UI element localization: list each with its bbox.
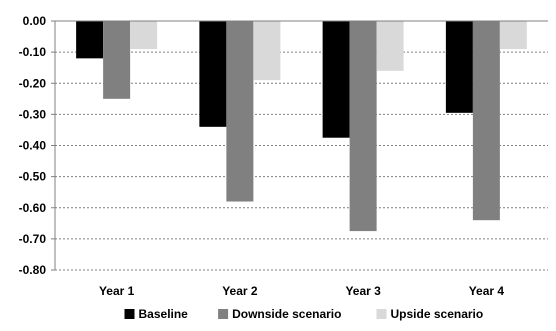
x-category-label: Year 3 xyxy=(345,284,381,298)
y-tick-label: -0.50 xyxy=(19,170,47,184)
x-category-label: Year 1 xyxy=(99,284,135,298)
legend-swatch xyxy=(376,309,387,319)
bar-downside-scenario xyxy=(103,21,131,99)
bar-baseline xyxy=(199,21,227,127)
bar-upside-scenario xyxy=(376,21,404,71)
x-axis-categories: Year 1 Year 2 Year 3 Year 4 xyxy=(99,284,504,298)
bar-baseline xyxy=(76,21,104,59)
y-tick-label: -0.60 xyxy=(19,201,47,215)
legend-label: Baseline xyxy=(139,307,189,321)
bar-downside-scenario xyxy=(472,21,500,221)
legend: Baseline Downside scenario Upside scenario xyxy=(124,307,484,321)
bar-baseline xyxy=(322,21,350,138)
y-axis-ticks: 0.00 -0.10 -0.20 -0.30 -0.40 -0.50 -0.60 -0.70 -… xyxy=(19,14,47,277)
bar-baseline xyxy=(445,21,473,113)
legend-label: Upside scenario xyxy=(391,307,484,321)
legend-label: Downside scenario xyxy=(232,307,341,321)
bar-upside-scenario xyxy=(499,21,527,50)
y-tick-label: -0.80 xyxy=(19,263,47,277)
bar-upside-scenario xyxy=(253,21,281,81)
bar-upside-scenario xyxy=(130,21,158,50)
bar-downside-scenario xyxy=(349,21,377,232)
y-tick-label: -0.70 xyxy=(19,232,47,246)
bars xyxy=(76,21,527,232)
y-tick-label: -0.30 xyxy=(19,107,47,121)
y-tick-label: 0.00 xyxy=(23,14,47,28)
bar-downside-scenario xyxy=(226,21,254,202)
legend-swatch xyxy=(218,309,229,319)
y-tick-label: -0.40 xyxy=(19,139,47,153)
y-tick-label: -0.20 xyxy=(19,76,47,90)
axes xyxy=(51,20,548,271)
x-category-label: Year 4 xyxy=(469,284,505,298)
x-category-label: Year 2 xyxy=(222,284,258,298)
y-tick-label: -0.10 xyxy=(19,45,47,59)
legend-swatch xyxy=(124,309,135,319)
